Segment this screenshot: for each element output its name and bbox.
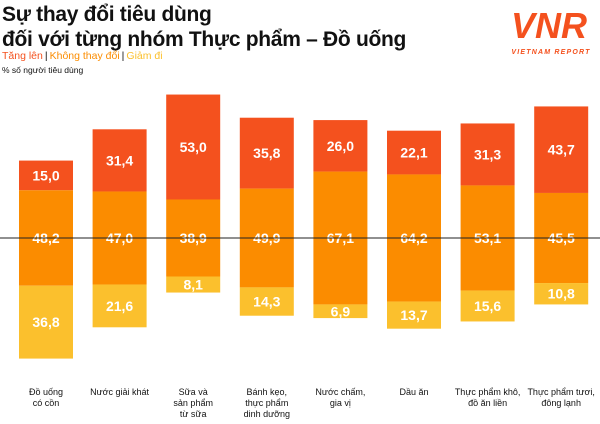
logo-subtext: VIETNAM REPORT [511, 49, 590, 56]
bar-increase [460, 123, 515, 186]
bar-decrease [19, 285, 73, 359]
title-line-2: đối với từng nhóm Thực phẩm – Đồ uống [2, 28, 407, 51]
chart-title: Sự thay đổi tiêu dùng đối với từng nhóm … [2, 2, 406, 52]
legend-increase: Tăng lên [2, 50, 43, 62]
vnr-logo: VNR VIETNAM REPORT [511, 5, 590, 56]
bar-decrease [313, 304, 368, 319]
data-label-decrease: 36,8 [32, 314, 59, 330]
data-label-decrease: 14,3 [253, 294, 280, 310]
data-label-increase: 31,3 [474, 146, 501, 162]
data-label-increase: 35,8 [253, 145, 280, 161]
bar-increase [239, 117, 294, 189]
data-label-decrease: 21,6 [106, 298, 133, 314]
data-label-increase: 53,0 [180, 139, 207, 155]
data-label-decrease: 15,6 [474, 298, 501, 314]
data-label-decrease: 13,7 [400, 307, 427, 323]
data-label-decrease: 6,9 [331, 303, 351, 319]
data-label-increase: 43,7 [548, 142, 575, 158]
bar-increase [534, 106, 589, 193]
category-label: Sữa và sản phẩm từ sữa [173, 387, 213, 419]
unit-label: % số người tiêu dùng [2, 65, 84, 75]
bar-decrease [166, 276, 221, 293]
data-label-decrease: 10,8 [548, 286, 575, 302]
data-label-increase: 15,0 [32, 167, 59, 183]
bar-increase [92, 129, 147, 192]
bar-increase [387, 130, 441, 175]
category-label: Đồ uống có cồn [28, 387, 64, 408]
data-label-increase: 26,0 [327, 138, 354, 154]
category-label: Thực phẩm tươi, đông lạnh [527, 387, 595, 408]
data-label-increase: 22,1 [400, 145, 427, 161]
logo-mark: VNR [511, 5, 587, 46]
bar-increase [19, 160, 73, 191]
category-label: Nước chấm, gia vị [315, 387, 366, 408]
bar-decrease [534, 283, 589, 305]
category-label: Bánh kẹo, thực phẩm dinh dưỡng [243, 387, 291, 419]
bar-increase [313, 120, 368, 172]
legend-unchanged: Không thay đổi [49, 50, 120, 62]
bar-decrease [460, 290, 515, 322]
category-label: Dầu ăn [399, 387, 429, 397]
data-label-increase: 31,4 [106, 152, 133, 168]
bar-decrease [92, 284, 147, 328]
category-label: Nước giải khát [90, 387, 150, 397]
bar-increase [166, 94, 221, 200]
bar-decrease [387, 301, 441, 329]
legend-decrease: Giảm đi [126, 50, 163, 62]
legend: Tăng lên | Không thay đổi | Giảm đi [2, 50, 163, 62]
title-line-1: Sự thay đổi tiêu dùng [2, 3, 212, 26]
bar-decrease [239, 287, 294, 316]
data-label-decrease: 8,1 [183, 277, 203, 293]
category-label: Thực phẩm khô, đồ ăn liền [454, 387, 521, 408]
